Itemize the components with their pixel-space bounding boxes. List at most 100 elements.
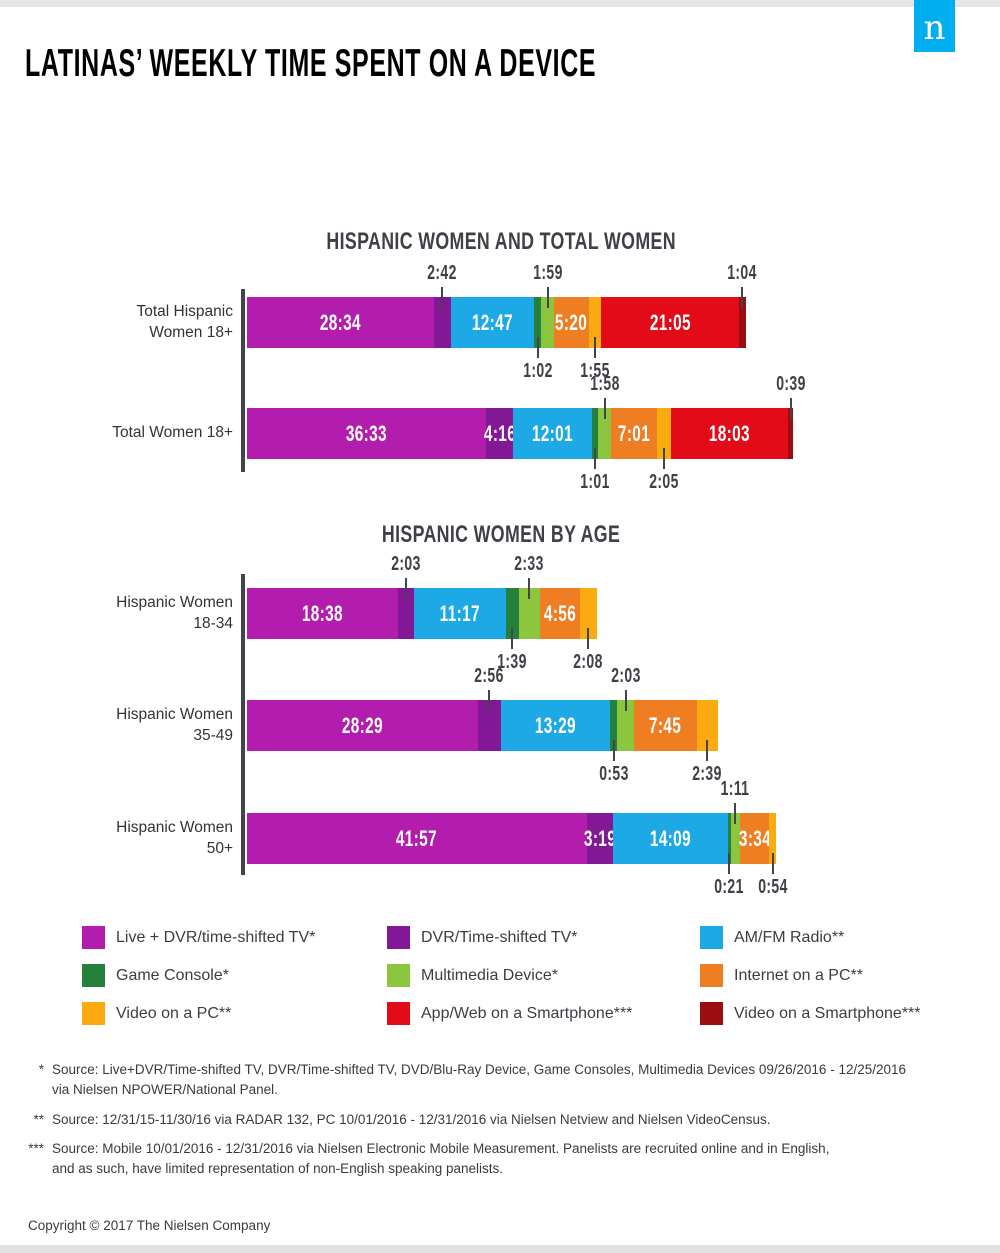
category-label: Total Women 18+ <box>23 408 233 459</box>
segment-value-label: 0:54 <box>758 876 788 898</box>
footnote-marker: * <box>38 1062 44 1077</box>
segment-value-label: 1:01 <box>580 471 610 493</box>
bar-segment-dark_green: 1:02 <box>523 297 552 382</box>
footnote-text: Source: 12/31/15-11/30/16 via RADAR 132,… <box>52 1111 771 1127</box>
callout-tick <box>789 398 792 419</box>
callout-tick <box>511 628 514 649</box>
bottom-border-bar <box>0 1245 1000 1253</box>
category-label-line: Hispanic Women <box>116 705 233 723</box>
footnote-row: * Source: Live+DVR/Time-shifted TV, DVR/T… <box>0 1060 955 1101</box>
segment-value-label: 14:09 <box>649 825 692 851</box>
page-title: LATINAS’ WEEKLY TIME SPENT ON A DEVICE <box>25 42 597 85</box>
segment-value-label: 12:47 <box>472 309 514 335</box>
footnote-text: Source: Live+DVR/Time-shifted TV, DVR/Ti… <box>52 1062 907 1098</box>
segment-value-label: 28:29 <box>341 712 383 738</box>
footnote-text: Source: Mobile 10/01/2016 - 12/31/2016 v… <box>52 1140 830 1176</box>
legend-item: DVR/Time-shifted TV* <box>387 926 577 949</box>
bar-row: 36:33 4:16 12:01 1:01 1:58 7:01 2:05 18:03 0:39 <box>247 373 805 493</box>
callout-tick <box>734 803 737 824</box>
category-label-line: 35-49 <box>193 726 233 744</box>
bar-row: 18:38 2:03 11:17 1:39 2:33 4:56 2:08 <box>247 553 603 673</box>
bar-segment-dark_green: 1:01 <box>580 408 610 493</box>
bar-segment-orange: 4:56 <box>539 588 580 639</box>
legend-item: App/Web on a Smartphone*** <box>387 1002 632 1025</box>
segment-value-label: 41:57 <box>396 825 438 851</box>
legend-label: Live + DVR/time-shifted TV* <box>116 928 316 946</box>
bar-segment-dark_red: 1:04 <box>728 262 757 348</box>
legend-swatch-blue <box>700 926 723 949</box>
segment-value-label: 3:19 <box>583 825 617 851</box>
chart-title-text: HISPANIC WOMEN AND TOTAL WOMEN <box>326 228 676 255</box>
axis-line-chart-2 <box>241 574 245 875</box>
category-label: Hispanic Women 35-49 <box>23 700 233 751</box>
legend-swatch-light_green <box>387 964 410 987</box>
bar-segment-light_green: 1:58 <box>590 373 619 459</box>
chart-title-hispanic-vs-total: HISPANIC WOMEN AND TOTAL WOMEN <box>247 228 755 256</box>
nielsen-logo: n <box>914 0 955 52</box>
legend-label: Video on a PC** <box>116 1004 232 1022</box>
bar-segment-blue: 11:17 <box>414 588 506 639</box>
bar-segment-dark_green: 0:53 <box>599 700 628 785</box>
bar-row: 28:34 2:42 12:47 1:02 1:59 5:20 1:55 21:05 1:04 <box>247 262 757 382</box>
segment-value-label: 1:39 <box>497 651 528 673</box>
footnote-row: *** Source: Mobile 10/01/2016 - 12/31/201… <box>0 1139 955 1180</box>
top-border-bar <box>0 0 1000 7</box>
nielsen-logo-letter: n <box>923 8 946 48</box>
segment-value-label: 0:39 <box>775 373 806 395</box>
bar-segment-orange: 7:45 <box>633 700 697 751</box>
callout-tick <box>603 398 606 419</box>
category-label-line: 50+ <box>206 839 233 857</box>
bar-segment-purple: 2:03 <box>391 553 420 639</box>
bar-segment-red: 18:03 <box>670 408 789 459</box>
callout-tick <box>441 287 444 308</box>
bar-segment-purple: 2:56 <box>475 665 504 751</box>
segment-value-label: 21:05 <box>649 309 691 335</box>
legend-swatch-purple <box>387 926 410 949</box>
segment-value-label: 28:34 <box>319 309 361 335</box>
callout-tick <box>536 337 539 358</box>
segment-value-label: 11:17 <box>439 600 481 626</box>
callout-tick <box>405 578 408 599</box>
category-label-line: Women 18+ <box>149 323 233 341</box>
segment-value-label: 2:03 <box>610 665 641 687</box>
callout-tick <box>612 740 615 761</box>
bar-segment-light_green: 1:59 <box>533 262 562 348</box>
legend-label: Game Console* <box>116 966 229 984</box>
legend-item: Internet on a PC** <box>700 964 863 987</box>
category-label-line: Total Hispanic <box>136 302 234 320</box>
callout-tick <box>662 448 665 469</box>
segment-value-label: 0:21 <box>714 876 744 898</box>
callout-tick <box>594 337 597 358</box>
legend-item: Multimedia Device* <box>387 964 558 987</box>
legend-label: DVR/Time-shifted TV* <box>421 928 578 946</box>
legend-item: Video on a PC** <box>82 1002 231 1025</box>
callout-tick <box>771 853 774 874</box>
bar-segment-purple: 2:42 <box>428 262 457 348</box>
legend-label: Internet on a PC** <box>734 966 863 984</box>
legend-swatch-orange <box>700 964 723 987</box>
legend-swatch-dark_green <box>82 964 105 987</box>
legend-swatch-red <box>387 1002 410 1025</box>
footnote-marker: ** <box>33 1111 44 1127</box>
callout-tick <box>546 287 549 308</box>
segment-value-label: 2:39 <box>692 763 723 785</box>
callout-tick <box>706 740 709 761</box>
segment-value-label: 7:45 <box>649 712 682 738</box>
legend-item: Video on a Smartphone*** <box>700 1002 921 1025</box>
bar-segment-light_green: 1:11 <box>721 778 749 864</box>
bar-segment-yellow: 2:08 <box>573 588 603 673</box>
bar-segment-yellow: 1:55 <box>580 297 609 382</box>
legend-label: Video on a Smartphone*** <box>734 1004 921 1022</box>
bar-segment-yellow: 0:54 <box>758 813 787 898</box>
callout-tick <box>528 578 531 599</box>
bar-segment-yellow: 2:05 <box>649 408 678 493</box>
category-label-line: 18-34 <box>193 614 233 632</box>
legend-item: Game Console* <box>82 964 229 987</box>
segment-value-label: 12:01 <box>532 420 574 446</box>
bar-segment-purple: 3:19 <box>583 813 617 864</box>
category-label-line: Hispanic Women <box>116 818 233 836</box>
bar-segment-orange: 7:01 <box>611 408 658 459</box>
callout-tick <box>624 690 627 711</box>
bar-segment-orange: 3:34 <box>739 813 770 864</box>
